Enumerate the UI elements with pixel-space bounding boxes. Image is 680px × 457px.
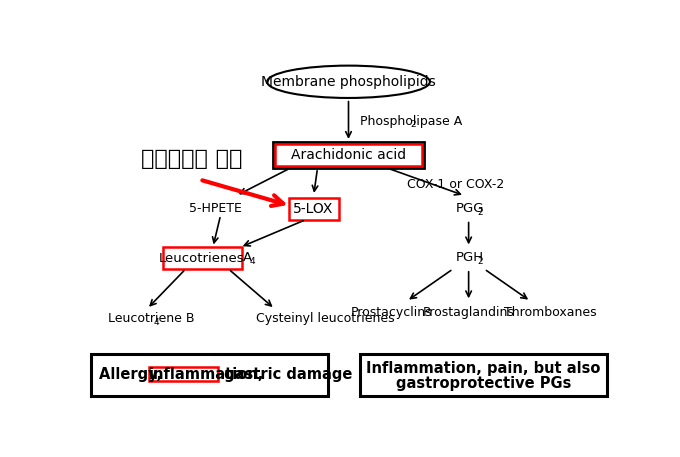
Text: 4: 4	[250, 257, 255, 266]
FancyBboxPatch shape	[289, 198, 339, 220]
Text: Cysteinyl leucotrienes: Cysteinyl leucotrienes	[256, 313, 394, 325]
Text: Membrane phospholipids: Membrane phospholipids	[261, 75, 436, 89]
Text: Prostaglandins: Prostaglandins	[423, 306, 515, 319]
Text: Phospholipase A: Phospholipase A	[360, 115, 462, 128]
Text: PGH: PGH	[456, 251, 483, 264]
Text: gastroprotective PGs: gastroprotective PGs	[396, 376, 571, 391]
FancyBboxPatch shape	[163, 247, 241, 269]
Text: Allergy,: Allergy,	[99, 367, 167, 382]
Text: A: A	[243, 251, 252, 264]
Text: Thromboxanes: Thromboxanes	[504, 306, 596, 319]
Text: 2: 2	[477, 208, 483, 217]
Text: 2: 2	[477, 257, 483, 266]
Text: Inflammation, pain, but also: Inflammation, pain, but also	[366, 361, 600, 376]
Text: 4: 4	[154, 318, 159, 327]
Text: Arachidonic acid: Arachidonic acid	[291, 148, 406, 162]
Text: 5-LOX: 5-LOX	[294, 202, 334, 216]
Text: Leucotrienes: Leucotrienes	[159, 252, 245, 265]
FancyBboxPatch shape	[360, 354, 607, 396]
Text: 2: 2	[410, 120, 416, 129]
Text: PGG: PGG	[456, 202, 484, 215]
FancyBboxPatch shape	[273, 142, 424, 168]
Text: 보스웨리아 효능: 보스웨리아 효능	[141, 149, 242, 169]
FancyBboxPatch shape	[91, 354, 328, 396]
Text: gastric damage: gastric damage	[219, 367, 352, 382]
Text: COX-1 or COX-2: COX-1 or COX-2	[407, 178, 504, 191]
Text: Leucotriene B: Leucotriene B	[108, 313, 194, 325]
Text: 5-HPETE: 5-HPETE	[189, 202, 241, 215]
Text: Prostacyclins: Prostacyclins	[350, 306, 432, 319]
Text: inflammation,: inflammation,	[148, 367, 264, 382]
